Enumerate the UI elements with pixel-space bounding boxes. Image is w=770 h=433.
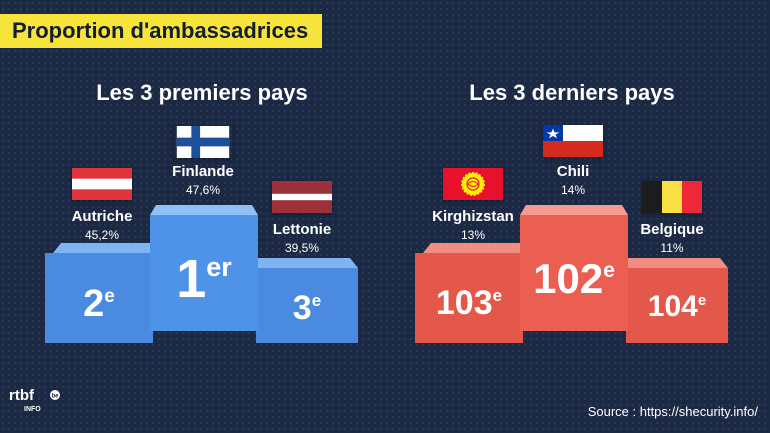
country-label-latvia: Lettonie <box>272 221 332 238</box>
source-credit: Source : https://shecurity.info/ <box>587 404 758 419</box>
belgium-flag-icon <box>642 181 702 213</box>
podium-step-3 <box>256 268 358 343</box>
pct-label-austria: 45,2% <box>84 228 120 242</box>
latvia-flag-icon <box>272 181 332 213</box>
podium-step-104 <box>626 268 728 343</box>
rank-label-3: 3e <box>292 289 322 327</box>
finland-flag-icon <box>173 126 233 158</box>
rank-label-2: 2e <box>83 283 115 325</box>
rank-label-104: 104e <box>647 290 707 323</box>
podium-step-102-top <box>520 205 628 215</box>
logo-text: rtbf <box>9 387 35 404</box>
podium-step-103-top <box>423 243 523 253</box>
podium-step-103 <box>415 253 523 343</box>
section-heading-top: Les 3 premiers pays <box>96 80 308 105</box>
country-label-austria: Autriche <box>71 208 133 225</box>
kyrgyzstan-flag-icon <box>443 168 503 200</box>
pct-label-kyrgyzstan: 13% <box>460 228 486 242</box>
podium-step-1 <box>150 215 258 331</box>
rank-label-1: 1er <box>176 249 232 309</box>
podium-step-2 <box>45 253 153 343</box>
logo-badge: be <box>51 394 59 400</box>
pct-label-belgium: 11% <box>660 241 684 255</box>
country-label-chile: Chili <box>556 163 590 180</box>
podium-step-102 <box>520 215 628 331</box>
logo-sub: INFO <box>24 406 41 413</box>
pct-label-chile: 14% <box>560 183 586 197</box>
rtbf-logo: rtbf be INFO <box>9 385 69 417</box>
country-label-belgium: Belgique <box>640 221 704 238</box>
rank-label-103: 103e <box>435 284 503 322</box>
podium-step-3-top <box>256 258 358 268</box>
podium-step-104-top <box>626 258 728 268</box>
chart-title: Proportion d'ambassadrices <box>0 14 323 48</box>
pct-label-finland: 47,6% <box>185 183 221 197</box>
country-label-finland: Finlande <box>172 163 234 180</box>
podium-step-1-top <box>150 205 258 215</box>
austria-flag-icon <box>72 168 132 200</box>
pct-label-latvia: 39,5% <box>284 241 320 255</box>
rank-label-102: 102e <box>533 255 615 302</box>
section-heading-bottom: Les 3 derniers pays <box>469 80 675 105</box>
chile-flag-icon <box>543 125 603 157</box>
podium-step-2-top <box>53 243 153 253</box>
country-label-kyrgyzstan: Kirghizstan <box>432 208 514 225</box>
